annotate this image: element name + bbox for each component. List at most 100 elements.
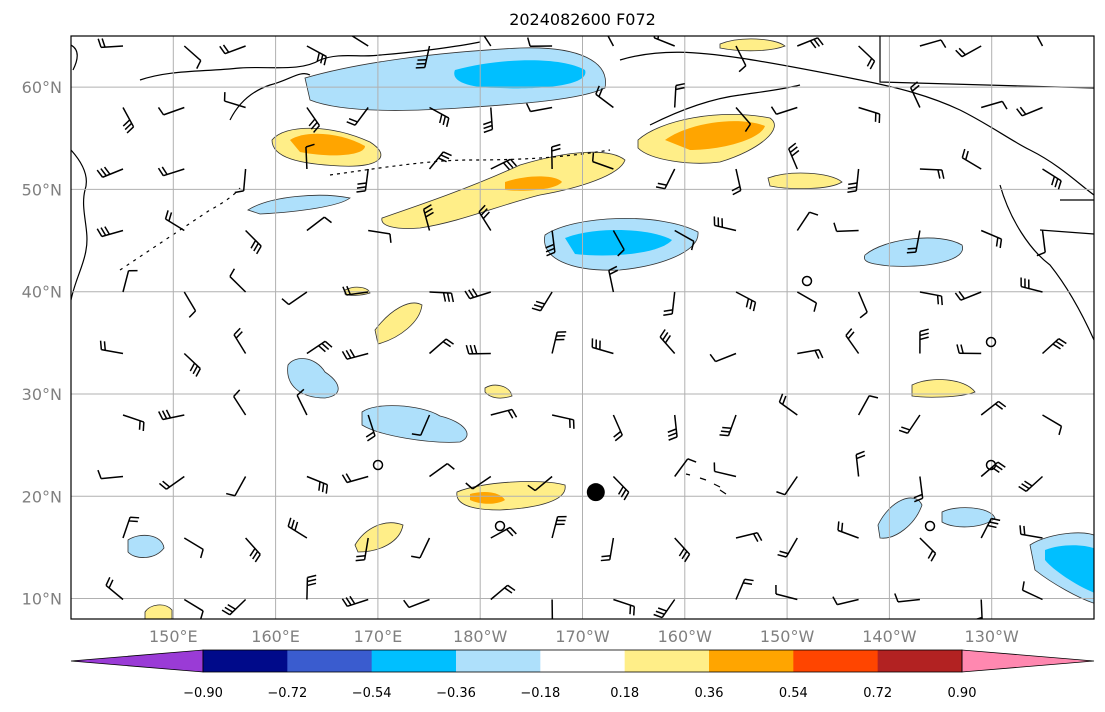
wind-barb [531, 291, 553, 312]
wind-barb [719, 414, 737, 437]
wind-barb [674, 537, 691, 563]
wind-barb [428, 151, 452, 170]
wind-barb [287, 517, 308, 539]
calm-wind-markers [372, 275, 997, 532]
wind-barb [341, 473, 369, 484]
wind-barb [1019, 525, 1043, 539]
wind-barb [183, 598, 204, 619]
anomaly-shading [127, 38, 1094, 619]
wind-barb [229, 268, 247, 293]
calm-wind-marker [494, 520, 506, 532]
wind-barb [894, 593, 920, 603]
wind-barb [674, 229, 695, 251]
colorbar-segment [540, 650, 626, 672]
coastline [139, 41, 481, 81]
wind-barb [157, 106, 185, 116]
colorbar-frame [202, 649, 963, 673]
wind-barb [429, 106, 450, 127]
wind-barb [776, 476, 798, 496]
colorbar-tick-label: −0.54 [352, 686, 392, 701]
wind-barb [857, 395, 879, 416]
wind-barb [655, 168, 676, 190]
wind-barb [429, 462, 455, 478]
wind-barb [183, 291, 197, 318]
wind-barb [465, 344, 491, 355]
positive-anomaly-area [911, 379, 976, 398]
longitude-label: 160°E [251, 627, 300, 646]
wind-barb [478, 204, 492, 231]
wind-barb [591, 338, 614, 355]
wind-barb [234, 168, 247, 194]
wind-barb [858, 106, 881, 124]
wind-barb [980, 100, 1008, 110]
wind-barb [305, 143, 315, 170]
latitude-label: 60°N [22, 78, 62, 97]
wind-barb [429, 338, 454, 355]
island-chain [329, 149, 611, 176]
wind-barb [341, 348, 369, 360]
wind-barb [122, 269, 138, 293]
wind-barb [281, 291, 308, 306]
wind-barb [919, 328, 929, 354]
wind-barb [183, 537, 204, 559]
longitude-label: 170°W [555, 627, 610, 646]
positive-anomaly-area [144, 604, 173, 619]
wind-barb [429, 291, 455, 303]
wind-barb [157, 166, 185, 177]
wind-barb [595, 85, 614, 109]
longitude-labels: 150°E 160°E 170°E 180°W 170°W 160°W 150°W 140°W… [149, 627, 1019, 646]
wind-barb [919, 537, 937, 562]
wind-barb [356, 168, 369, 193]
positive-anomaly-area [665, 121, 765, 150]
wind-barb [1020, 277, 1043, 293]
longitude-label: 160°W [658, 627, 713, 646]
calm-wind-marker [985, 459, 997, 471]
negative-anomaly-area [565, 229, 672, 256]
wind-barb [490, 526, 517, 539]
wind-barb [612, 230, 625, 257]
wind-barb [545, 230, 556, 257]
colorbar-segment [624, 650, 710, 672]
colorbar-tick-label: 0.18 [610, 686, 639, 701]
wind-barb [221, 598, 247, 616]
wind-barb [411, 414, 431, 436]
calm-wind-marker [924, 520, 936, 532]
colorbar-tick-label: −0.72 [267, 686, 307, 701]
wind-barbs [96, 36, 1067, 619]
wind-barb [777, 537, 798, 558]
wind-barb [122, 107, 135, 134]
wind-barb [909, 81, 921, 108]
wind-barb [306, 216, 332, 232]
wind-barb [612, 475, 630, 501]
coastline [649, 84, 801, 126]
wind-barb [96, 226, 124, 238]
wind-barb [797, 349, 824, 359]
colorbar-segment [793, 650, 879, 672]
colorbar-tick-label: −0.18 [520, 686, 560, 701]
negative-anomaly-area [127, 534, 165, 558]
wind-barb [490, 158, 518, 171]
positive-anomaly-area [374, 302, 423, 345]
negative-anomaly-area [1045, 545, 1094, 593]
negative-anomaly-area [287, 358, 339, 399]
wind-barb [105, 576, 124, 601]
wind-barb [183, 352, 201, 377]
wind-barb [245, 229, 262, 255]
wind-barb [709, 352, 737, 363]
wind-barb [961, 148, 982, 170]
wind-barb [306, 574, 317, 600]
wind-barb [346, 107, 369, 126]
wind-barb [980, 229, 1003, 249]
wind-barb [713, 216, 737, 232]
negative-anomaly-area [454, 60, 586, 89]
wind-barb [483, 107, 494, 134]
wind-barb [341, 595, 369, 608]
wind-barb [1018, 475, 1044, 492]
wind-barb [659, 329, 676, 354]
positive-anomaly-area [767, 172, 843, 190]
wind-barb [490, 408, 518, 419]
wind-barb [483, 36, 492, 47]
longitude-label: 170°E [354, 627, 403, 646]
colorbar-segment [203, 650, 288, 672]
